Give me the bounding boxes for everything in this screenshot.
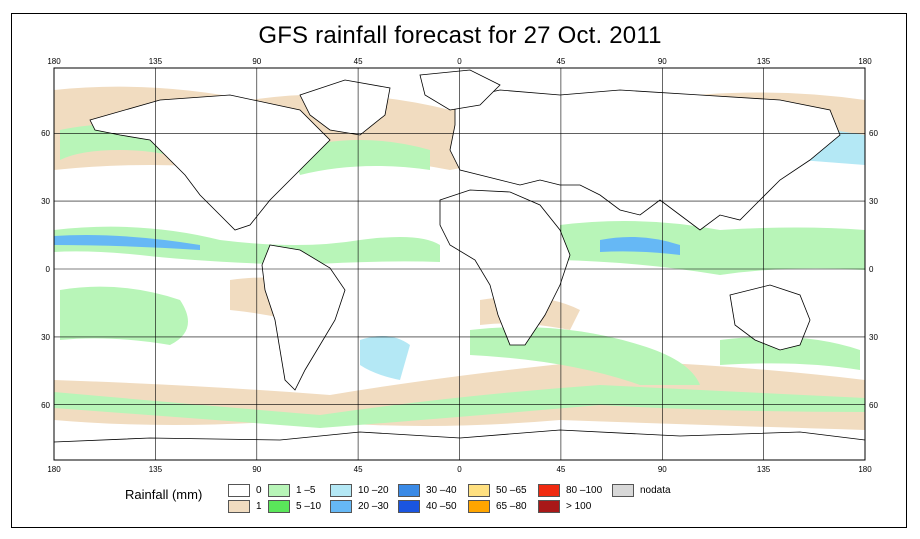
legend-swatch xyxy=(330,484,352,497)
lat-tick-left: 30 xyxy=(41,197,50,206)
lon-tick-top: 45 xyxy=(354,57,363,66)
figure-frame xyxy=(11,13,907,528)
map-title: GFS rainfall forecast for 27 Oct. 2011 xyxy=(258,22,662,49)
lon-tick-top: 0 xyxy=(457,57,462,66)
legend-swatch xyxy=(538,500,560,513)
legend-label: 1 xyxy=(256,501,262,512)
legend-swatch xyxy=(228,500,250,513)
lat-tick-right: 0 xyxy=(869,265,874,274)
lon-tick-bottom: 0 xyxy=(457,465,462,474)
lon-tick-bottom: 45 xyxy=(556,465,565,474)
legend-label: 5 –10 xyxy=(296,501,322,512)
lat-tick-left: 60 xyxy=(41,401,50,410)
legend-label: 30 –40 xyxy=(426,485,457,496)
lon-tick-top: 135 xyxy=(149,57,163,66)
legend-label: 40 –50 xyxy=(426,501,457,512)
lon-tick-bottom: 180 xyxy=(47,465,61,474)
lon-tick-bottom: 90 xyxy=(252,465,261,474)
legend-swatch xyxy=(538,484,560,497)
lon-tick-top: 135 xyxy=(757,57,771,66)
lon-tick-bottom: 90 xyxy=(658,465,667,474)
legend-label: 80 –100 xyxy=(566,485,603,496)
lat-tick-right: 30 xyxy=(869,197,878,206)
lon-tick-top: 45 xyxy=(556,57,565,66)
legend-swatch xyxy=(398,484,420,497)
graticule xyxy=(54,68,865,460)
legend-swatch xyxy=(228,484,250,497)
legend-label: nodata xyxy=(640,485,671,496)
legend-label: 10 –20 xyxy=(358,485,389,496)
lon-tick-top: 90 xyxy=(252,57,261,66)
legend-label: 20 –30 xyxy=(358,501,389,512)
lon-tick-top: 90 xyxy=(658,57,667,66)
legend-label: 0 xyxy=(256,485,262,496)
legend-swatch xyxy=(468,484,490,497)
lat-tick-left: 30 xyxy=(41,333,50,342)
lon-tick-bottom: 135 xyxy=(149,465,163,474)
lat-tick-right: 30 xyxy=(869,333,878,342)
lon-tick-top: 180 xyxy=(47,57,61,66)
lon-tick-bottom: 45 xyxy=(354,465,363,474)
legend-label: 50 –65 xyxy=(496,485,527,496)
legend-label: 1 –5 xyxy=(296,485,316,496)
lon-tick-top: 180 xyxy=(858,57,872,66)
legend-swatch xyxy=(612,484,634,497)
legend-swatch xyxy=(330,500,352,513)
lon-tick-bottom: 135 xyxy=(757,465,771,474)
lon-tick-bottom: 180 xyxy=(858,465,872,474)
lat-tick-right: 60 xyxy=(869,129,878,138)
legend-title: Rainfall (mm) xyxy=(125,487,203,502)
legend-swatch xyxy=(268,500,290,513)
legend-swatch xyxy=(468,500,490,513)
lat-tick-left: 0 xyxy=(46,265,51,274)
map-border xyxy=(53,67,866,461)
legend-swatch xyxy=(398,500,420,513)
legend-label: 65 –80 xyxy=(496,501,527,512)
lat-tick-right: 60 xyxy=(869,401,878,410)
lat-tick-left: 60 xyxy=(41,129,50,138)
legend-swatch xyxy=(268,484,290,497)
legend-label: > 100 xyxy=(566,501,592,512)
